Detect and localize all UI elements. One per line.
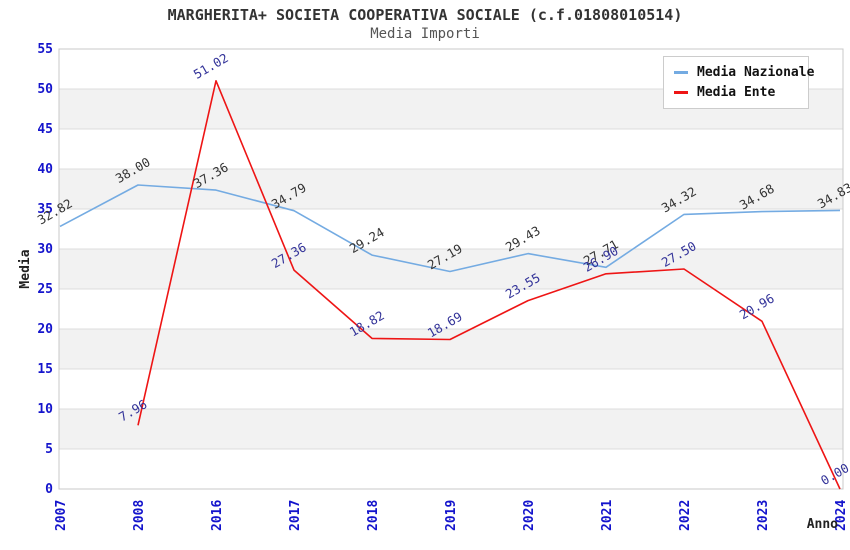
data-label: 0.00 bbox=[818, 460, 850, 488]
plot-band bbox=[59, 329, 843, 369]
series-line-media-nazionale bbox=[59, 184, 841, 273]
legend-item-media-ente: Media Ente bbox=[674, 82, 800, 102]
x-tick-label: 2022 bbox=[678, 500, 693, 531]
plot-band bbox=[59, 169, 843, 209]
chart-subtitle: Media Importi bbox=[370, 26, 480, 42]
y-tick-label: 15 bbox=[37, 362, 53, 377]
y-axis-ticks: 0 5 10 15 20 25 30 35 40 45 50 55 bbox=[37, 42, 53, 497]
legend-label-media-nazionale: Media Nazionale bbox=[697, 64, 815, 80]
legend-label-media-ente: Media Ente bbox=[697, 84, 776, 100]
x-tick-label: 2008 bbox=[132, 500, 147, 531]
y-tick-label: 30 bbox=[37, 242, 53, 257]
legend-swatch-media-ente-icon bbox=[674, 90, 688, 94]
y-tick-label: 10 bbox=[37, 402, 53, 417]
plot-bands bbox=[59, 89, 843, 449]
plot-band bbox=[59, 409, 843, 449]
y-tick-label: 50 bbox=[37, 82, 53, 97]
chart-title: MARGHERITA+ SOCIETA COOPERATIVA SOCIALE … bbox=[167, 6, 683, 24]
x-tick-label: 2018 bbox=[366, 500, 381, 531]
x-axis-ticks: 2007 2008 2016 2017 2018 2019 2020 2021 2022 2023… bbox=[54, 500, 849, 531]
legend-item-media-nazionale: Media Nazionale bbox=[674, 62, 814, 82]
series-line-media-ente bbox=[137, 80, 841, 490]
legend-swatch-media-nazionale-icon bbox=[674, 70, 688, 74]
x-tick-label: 2024 bbox=[834, 500, 849, 531]
x-tick-label: 2007 bbox=[54, 500, 69, 531]
y-axis-title: Media bbox=[18, 249, 33, 288]
x-tick-label: 2021 bbox=[600, 500, 615, 531]
y-tick-label: 0 bbox=[45, 482, 53, 497]
x-axis-title: Anno bbox=[807, 517, 838, 532]
data-label: 51.02 bbox=[191, 50, 231, 82]
x-tick-label: 2019 bbox=[444, 500, 459, 531]
y-tick-label: 40 bbox=[37, 162, 53, 177]
x-tick-label: 2020 bbox=[522, 500, 537, 531]
y-tick-label: 5 bbox=[45, 442, 53, 457]
plot-border bbox=[58, 48, 844, 490]
y-tick-label: 25 bbox=[37, 282, 53, 297]
x-tick-label: 2017 bbox=[288, 500, 303, 531]
y-tick-label: 55 bbox=[37, 42, 53, 57]
plot-band bbox=[59, 249, 843, 289]
legend: Media Nazionale Media Ente bbox=[663, 56, 814, 109]
x-tick-label: 2023 bbox=[756, 500, 771, 531]
x-tick-label: 2016 bbox=[210, 500, 225, 531]
y-tick-label: 35 bbox=[37, 202, 53, 217]
data-label: 32.82 bbox=[35, 196, 75, 228]
y-tick-label: 20 bbox=[37, 322, 53, 337]
y-tick-label: 45 bbox=[37, 122, 53, 137]
